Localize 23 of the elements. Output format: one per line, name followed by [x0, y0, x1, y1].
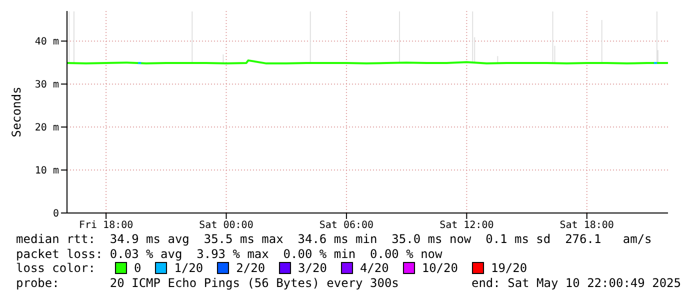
- y-axis-title: Seconds: [9, 86, 24, 138]
- legend-title: loss color:: [16, 261, 96, 276]
- x-tick-label: Sat 06:00: [319, 220, 374, 232]
- x-tick-label: Sat 18:00: [560, 220, 614, 232]
- y-tick-label: 30 m: [34, 80, 59, 91]
- legend-label: 2/20: [235, 261, 266, 276]
- legend-label: 4/20: [358, 261, 389, 276]
- x-tick-label: Sat 12:00: [440, 220, 494, 232]
- y-tick-label: 20 m: [34, 122, 59, 134]
- text: packet loss: 0.03 % avg 3.93 % max 0.00 % min 0.00 % now: [16, 246, 444, 261]
- x-tick-label: Fri 18:00: [78, 220, 134, 232]
- text: median rtt: 34.9 ms avg 35.5 ms max 34.6 ms min 35.0 ms now 0.1 ms sd 276.1 am/s: [16, 232, 653, 246]
- legend-label: 1/20: [173, 261, 204, 276]
- legend-label: 10/20: [420, 261, 458, 276]
- y-tick-label: 10 m: [34, 166, 59, 177]
- x-tick-label: Sat 00:00: [199, 220, 254, 232]
- legend-label: 19/20: [490, 261, 528, 276]
- legend-label: 0: [133, 261, 142, 276]
- text: probe: 20 ICMP Echo Pings (56 Bytes) every 300s: [16, 276, 399, 290]
- y-tick-label: 40 m: [34, 36, 59, 48]
- legend-label: 3/20: [297, 261, 327, 276]
- text: end: Sat May 10 22:00:49 2025: [471, 276, 681, 290]
- y-tick-label: 0: [52, 208, 59, 220]
